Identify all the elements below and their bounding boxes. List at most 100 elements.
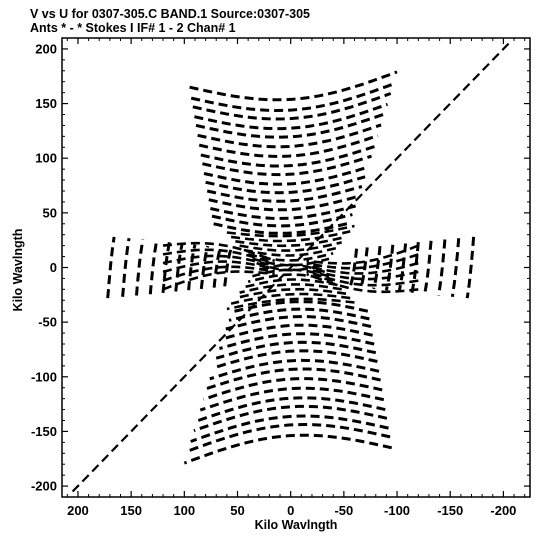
plot-frame (61, 37, 531, 498)
fan-track-7 (200, 145, 376, 168)
wing-track-3-conjugate (423, 240, 433, 295)
fan-track-1-conjugate (186, 422, 391, 453)
central-track-3-conjugate (239, 283, 342, 294)
wing-track-3 (148, 240, 159, 295)
central-track-3 (239, 241, 342, 252)
y-tick-label: 50 (43, 205, 57, 220)
fan-track-5-conjugate (199, 386, 385, 412)
y-axis-label: Kilo Wavlngth (11, 229, 25, 312)
central-track-2-conjugate (235, 287, 347, 300)
y-tick-label: 150 (35, 96, 57, 111)
fan-track-10 (205, 175, 366, 195)
fan-track-12-conjugate (222, 323, 373, 341)
fan-track-8-conjugate (209, 358, 380, 381)
fan-track-6-conjugate (203, 377, 383, 401)
x-axis-label: Kilo Wavlngth (255, 518, 338, 532)
fan-track-11 (206, 185, 363, 203)
chart-subtitle: Ants * - * Stokes I IF# 1 - 2 Chan# 1 (30, 21, 236, 35)
wing-track-2 (135, 239, 145, 296)
wing-inner-track-5-conjugate (306, 272, 419, 294)
wing-track-1-conjugate (450, 238, 461, 298)
fan-track-9 (203, 165, 369, 186)
x-tick-label: -150 (437, 503, 463, 518)
fan-track-0-conjugate (183, 433, 393, 465)
x-tick-label: 50 (230, 503, 244, 518)
chart-title: V vs U for 0307-305.C BAND.1 Source:0307… (30, 7, 310, 21)
fan-track-4 (195, 112, 385, 139)
central-track-2 (235, 235, 347, 248)
fan-track-14 (211, 213, 353, 228)
x-tick-label: 100 (173, 503, 195, 518)
fan-track-13 (210, 204, 356, 220)
axis-ticks: 200 150 100 50 0 -50 -100 -150 -200 200 150 100 50 0 -… (31, 38, 530, 518)
wing-track-4 (161, 241, 171, 294)
y-tick-label: 0 (50, 260, 57, 275)
fan-track-7-conjugate (206, 367, 381, 390)
wing-inner-track-3-conjugate (306, 267, 419, 281)
y-tick-label: -150 (31, 424, 57, 439)
fan-track-4-conjugate (196, 396, 386, 423)
fan-track-0 (189, 70, 398, 102)
fan-track-6 (198, 134, 379, 158)
wing-track-9 (223, 248, 233, 287)
wing-track-2-conjugate (437, 239, 447, 296)
wing-inner-track-1 (162, 265, 275, 282)
wing-inner-track-0-conjugate (306, 244, 419, 265)
fan-track-15-conjugate (231, 300, 369, 314)
central-track-4-conjugate (243, 278, 338, 289)
x-tick-label: -100 (384, 503, 410, 518)
wing-track-6-conjugate (384, 244, 395, 291)
wing-track-7-conjugate (372, 245, 382, 290)
central-track-4 (243, 246, 338, 257)
diagonal-track (71, 42, 510, 493)
fan-track-2-conjugate (190, 414, 389, 443)
wing-track-5 (174, 243, 184, 292)
wing-track-6 (187, 244, 197, 291)
wing-inner-track-5 (162, 241, 276, 263)
y-tick-label: -100 (31, 369, 57, 384)
x-tick-label: 150 (120, 503, 142, 518)
wing-track-0 (106, 236, 116, 299)
y-tick-label: 200 (35, 41, 57, 56)
wing-track-0-conjugate (465, 236, 476, 299)
wing-track-5-conjugate (397, 243, 408, 292)
wing-track-1 (121, 237, 131, 297)
wing-inner-track-4 (162, 248, 276, 265)
wing-inner-track-2-conjugate (306, 261, 419, 275)
fan-track-13-conjugate (225, 315, 372, 331)
x-tick-label: 0 (287, 503, 294, 518)
fan-track-3 (194, 102, 389, 131)
wing-track-7 (199, 245, 210, 290)
uv-tracks (71, 42, 510, 493)
fan-track-5 (197, 123, 382, 149)
central-track-1-conjugate (230, 292, 351, 305)
wing-inner-track-0 (162, 270, 275, 291)
wing-inner-track-2 (162, 260, 275, 274)
y-tick-label: -200 (31, 479, 57, 494)
fan-track-14-conjugate (228, 307, 370, 322)
fan-track-10-conjugate (215, 340, 377, 360)
wing-track-9-conjugate (348, 248, 359, 287)
central-track-0-conjugate (226, 297, 355, 311)
x-tick-label: -50 (334, 503, 353, 518)
central-track-0 (226, 224, 355, 238)
wing-inner-track-3 (162, 254, 276, 268)
fan-track-1 (190, 82, 395, 113)
fan-track-12 (208, 194, 360, 212)
wing-track-4-conjugate (410, 241, 420, 294)
x-tick-label: 200 (67, 503, 89, 518)
wing-inner-track-1-conjugate (306, 253, 419, 270)
fan-track-3-conjugate (193, 404, 388, 433)
y-tick-label: 100 (35, 151, 57, 166)
wing-inner-track-4-conjugate (306, 270, 419, 287)
y-tick-label: -50 (38, 315, 57, 330)
fan-track-8 (202, 154, 372, 177)
x-tick-label: -200 (490, 503, 516, 518)
fan-track-2 (192, 92, 392, 121)
fan-track-11-conjugate (218, 332, 375, 350)
central-track-1 (230, 230, 351, 243)
fan-track-9-conjugate (212, 349, 378, 370)
fan-track-15 (213, 221, 350, 235)
